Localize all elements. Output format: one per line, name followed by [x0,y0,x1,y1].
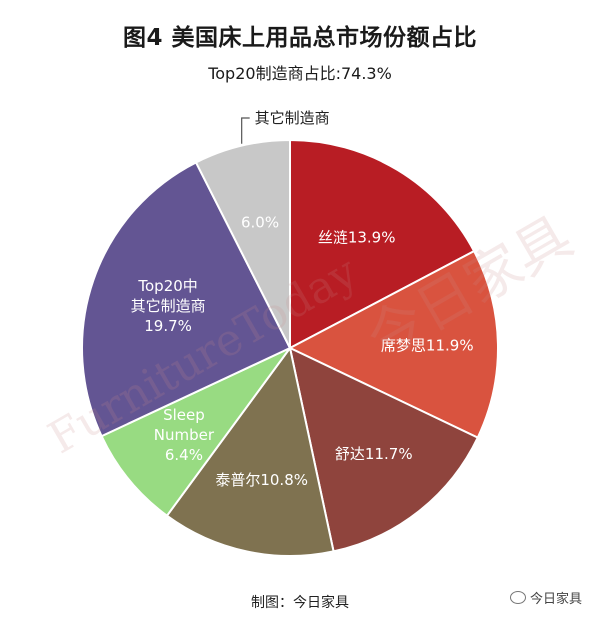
chart-subtitle: Top20制造商占比:74.3% [208,64,392,83]
pie-slice [288,346,480,553]
slice-label: 席梦思11.9% [381,336,474,354]
pie-slice [81,161,292,438]
chart-credit: 制图：今日家具 [251,595,349,611]
pie-slice [100,347,291,518]
callout-line [241,117,250,144]
pie-slice [287,249,499,439]
slice-label: 6.0% [241,214,279,232]
chart-title: 图4 美国床上用品总市场份额占比 [122,25,477,51]
slice-label: Sleep Number 6.4% [154,406,215,464]
pie-slice [289,138,476,350]
slice-label: 舒达11.7% [335,445,413,463]
pie-slice [165,345,335,557]
slice-label: Top20中其它制造商 19.7% [131,277,206,335]
slice-label: 泰普尔10.8% [215,471,308,489]
callout-label: 其它制造商 [255,109,330,127]
brand-label: 今日家具 [529,592,582,607]
slice-label: 丝涟13.9% [318,229,396,247]
pie-slice [194,138,291,349]
brand-badge: 今日家具 [509,588,582,607]
wechat-icon [509,591,526,604]
